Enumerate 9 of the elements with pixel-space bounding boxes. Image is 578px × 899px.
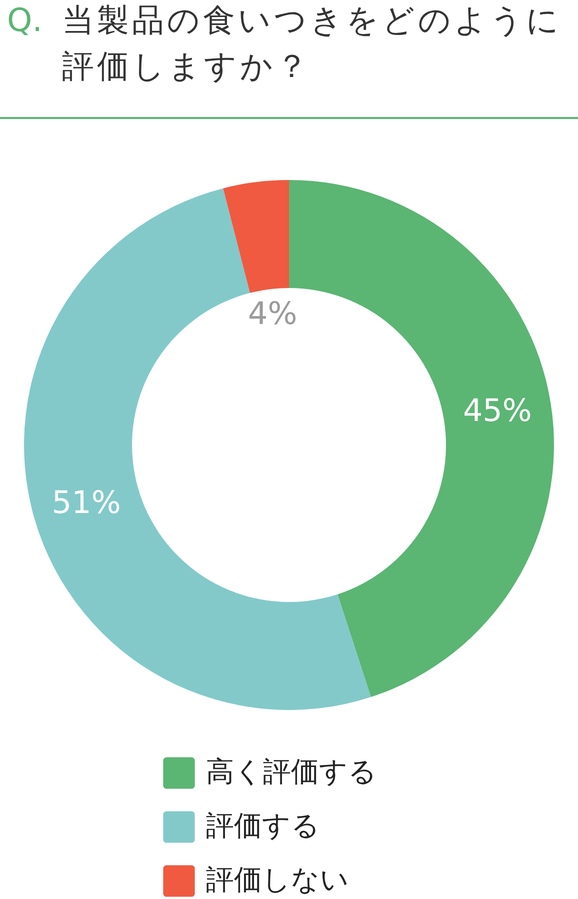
donut-slice [223, 180, 289, 293]
data-label: 4% [248, 296, 298, 332]
donut-slice [24, 188, 371, 710]
legend-label: 評価する [206, 809, 320, 842]
legend-label: 評価しない [206, 863, 349, 896]
data-label: 45% [462, 392, 532, 429]
data-label: 51% [52, 484, 121, 521]
legend-label: 高く評価する [206, 755, 377, 788]
chart-title: Q. 当製品の食いつきをどのように評価しますか？ [6, 0, 563, 87]
